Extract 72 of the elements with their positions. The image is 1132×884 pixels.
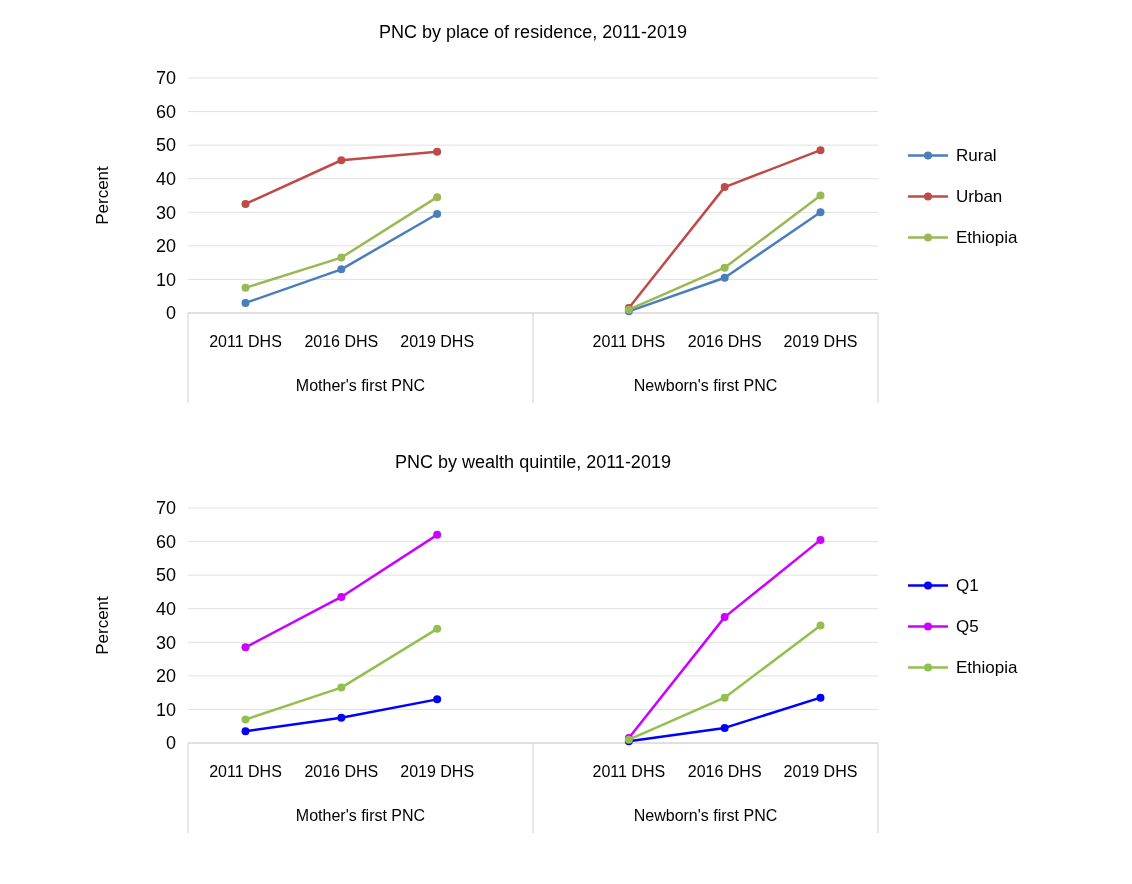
x-tick-label: 2011 DHS	[592, 762, 666, 780]
point	[433, 624, 442, 633]
y-tick-label: 50	[155, 135, 176, 156]
x-tick-label: 2016 DHS	[304, 332, 379, 350]
y-tick-label: 40	[155, 169, 176, 190]
x-tick-label: 2016 DHS	[687, 332, 762, 350]
point	[816, 146, 825, 155]
point	[720, 723, 729, 732]
point	[433, 193, 442, 202]
point	[337, 683, 346, 692]
y-tick-label: 10	[155, 699, 176, 720]
y-tick-label: 70	[155, 68, 176, 89]
legend-label: Q1	[956, 576, 979, 596]
text: Newborn's first PNC	[633, 806, 778, 824]
y-tick-label: 60	[155, 101, 176, 122]
point	[337, 156, 346, 165]
x-tick-label: 2011 DHS	[592, 332, 666, 350]
legend-label: Ethiopia	[956, 228, 1018, 248]
text: Newborn's first PNC	[633, 376, 778, 394]
y-tick-label: 10	[155, 269, 176, 290]
text: Mother's first PNC	[295, 806, 426, 824]
chart-title: PNC by wealth quintile, 2011-2019	[395, 452, 671, 472]
point	[337, 253, 346, 262]
x-tick-label: 2019 DHS	[400, 332, 475, 350]
y-tick-label: 0	[165, 303, 176, 324]
text: Mother's first PNC	[295, 376, 426, 394]
y-tick-label: 30	[155, 202, 176, 223]
point	[241, 298, 250, 307]
point	[816, 191, 825, 200]
point	[433, 209, 442, 218]
point	[720, 183, 729, 192]
chart-title: PNC by place of residence, 2011-2019	[379, 22, 687, 42]
point	[720, 613, 729, 622]
point	[816, 621, 825, 630]
point	[241, 715, 250, 724]
y-tick-label: 0	[165, 733, 176, 754]
y-axis-title: Percent	[93, 165, 112, 225]
point	[241, 643, 250, 652]
legend-label: Urban	[956, 187, 1003, 207]
x-tick-label: 2016 DHS	[304, 762, 379, 780]
point	[720, 273, 729, 282]
point	[337, 592, 346, 601]
point	[433, 530, 442, 539]
legend-label: Q5	[956, 617, 979, 637]
y-tick-label: 70	[155, 498, 176, 519]
x-tick-label: 2019 DHS	[783, 332, 858, 350]
point	[241, 283, 250, 292]
x-tick-label: 2011 DHS	[209, 332, 282, 350]
point	[241, 727, 250, 736]
point	[816, 693, 825, 702]
point	[433, 695, 442, 704]
point	[816, 208, 825, 217]
point	[720, 263, 729, 272]
point	[337, 713, 346, 722]
x-tick-label: 2019 DHS	[400, 762, 475, 780]
x-tick-label: 2016 DHS	[687, 762, 762, 780]
point	[337, 265, 346, 274]
y-tick-label: 50	[155, 565, 176, 586]
y-tick-label: 30	[155, 632, 176, 653]
x-tick-label: 2011 DHS	[209, 762, 282, 780]
point	[433, 147, 442, 156]
y-axis-title: Percent	[93, 595, 112, 655]
x-tick-label: 2019 DHS	[783, 762, 858, 780]
point	[241, 199, 250, 208]
legend-label: Ethiopia	[956, 658, 1018, 678]
y-tick-label: 20	[155, 666, 176, 687]
y-tick-label: 60	[155, 531, 176, 552]
point	[816, 535, 825, 544]
y-tick-label: 20	[155, 236, 176, 257]
point	[720, 693, 729, 702]
legend-label: Rural	[956, 146, 997, 166]
y-tick-label: 40	[155, 599, 176, 620]
